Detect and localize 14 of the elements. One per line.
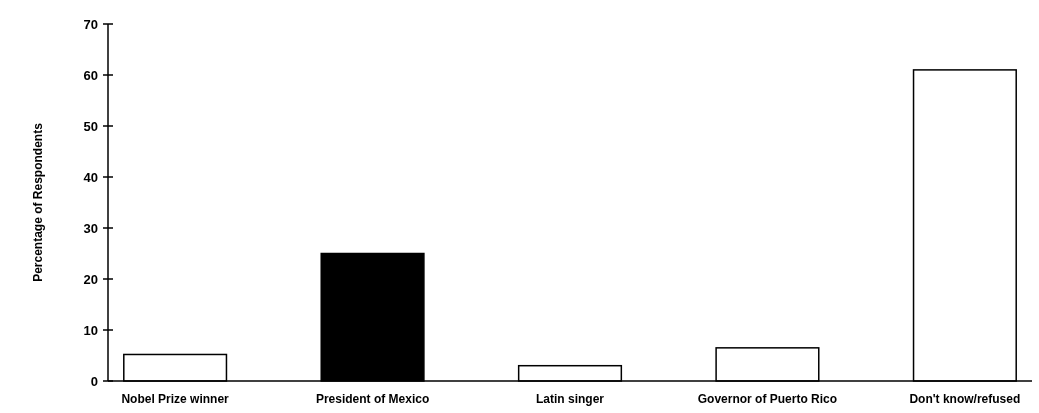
y-tick-label: 70 [83, 16, 98, 32]
y-tick-label: 50 [83, 118, 98, 134]
y-tick-label: 40 [83, 169, 98, 185]
x-tick-label: Nobel Prize winner [121, 392, 230, 406]
x-tick-label: President of Mexico [315, 392, 430, 406]
y-tick-label: 0 [90, 373, 98, 389]
x-tick-label: Governor of Puerto Rico [697, 392, 838, 406]
x-tick-label: Latin singer [535, 392, 605, 406]
y-tick-label: 60 [83, 67, 98, 83]
y-tick-label: 30 [83, 220, 98, 236]
x-tick-label: Don't know/refused [909, 392, 1021, 406]
y-tick-label: 20 [83, 271, 98, 287]
y-tick-label: 10 [83, 322, 98, 338]
y-axis-title: Percentage of Respondents [31, 122, 45, 282]
